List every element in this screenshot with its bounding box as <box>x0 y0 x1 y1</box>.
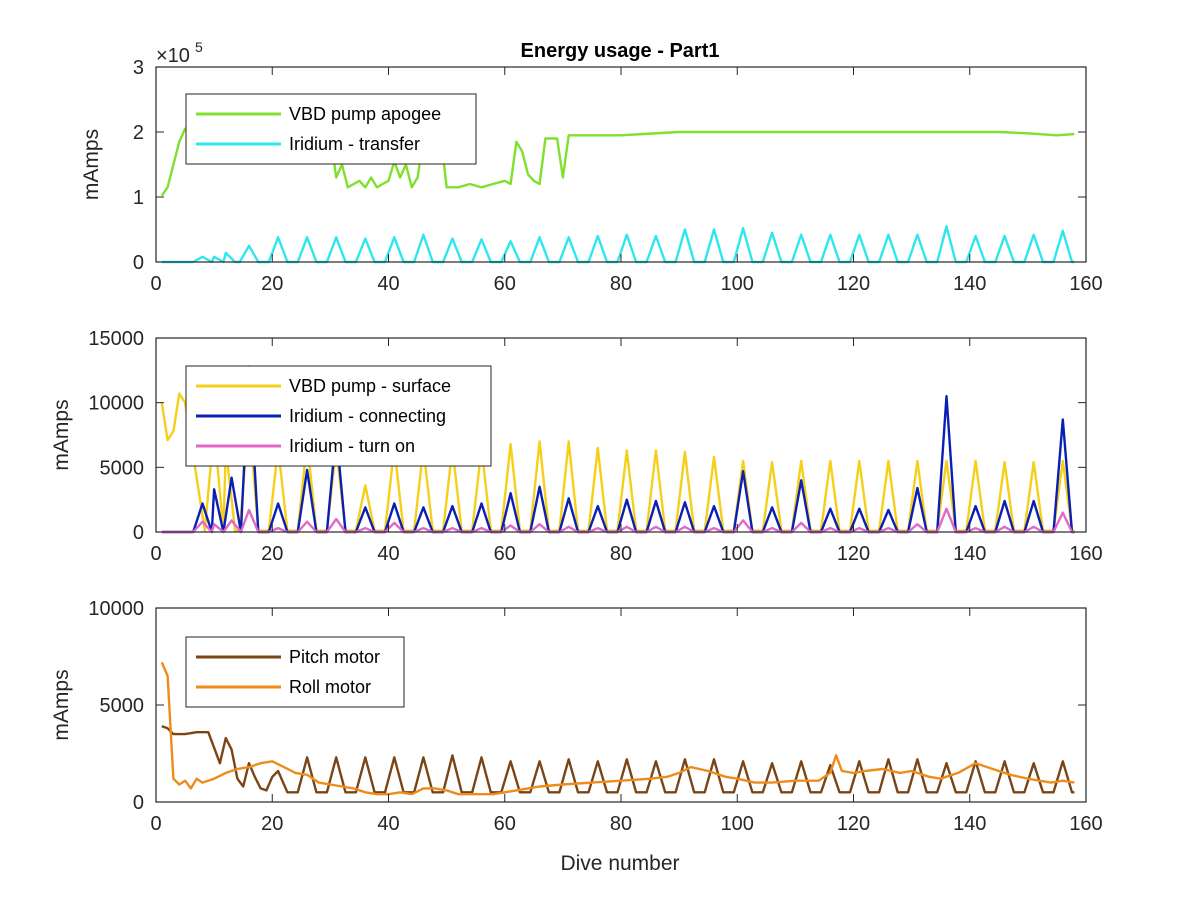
y-tick-label: 0 <box>133 252 144 274</box>
x-tick-label: 120 <box>837 273 870 295</box>
y-exponent-base: ×10 <box>156 45 190 67</box>
y-tick-label: 10000 <box>88 598 144 620</box>
x-tick-label: 40 <box>377 273 399 295</box>
y-tick-label: 1 <box>133 187 144 209</box>
x-tick-label: 60 <box>494 273 516 295</box>
y-exponent-power: 5 <box>195 39 203 55</box>
x-tick-label: 40 <box>377 543 399 565</box>
x-tick-label: 0 <box>150 543 161 565</box>
y-tick-label: 0 <box>133 792 144 814</box>
y-axis-label: mAmps <box>50 399 73 470</box>
x-tick-label: 0 <box>150 273 161 295</box>
x-tick-label: 80 <box>610 813 632 835</box>
x-tick-label: 140 <box>953 273 986 295</box>
chart-panels: mAmps 0 20 40 60 80 100 120 140 160 0 1 2 3 VBD pump a… <box>50 57 1103 835</box>
x-tick-label: 100 <box>721 813 754 835</box>
y-exponent-label: ×10 5 <box>156 39 203 67</box>
chart-panel-3: mAmps 0 20 40 60 80 100 120 140 160 0 5000 10000 Pitc… <box>50 598 1103 835</box>
legend-entry-label: Iridium - connecting <box>289 406 446 426</box>
x-tick-label: 20 <box>261 273 283 295</box>
y-axis-label: mAmps <box>80 129 103 200</box>
x-tick-label: 60 <box>494 543 516 565</box>
legend-entry-label: VBD pump - surface <box>289 376 451 396</box>
series-line-roll-motor <box>160 661 1075 796</box>
x-tick-label: 100 <box>721 273 754 295</box>
legend: Pitch motor Roll motor <box>185 636 405 708</box>
legend-entry-label: Iridium - transfer <box>289 134 420 154</box>
y-tick-label: 0 <box>133 522 144 544</box>
x-axis-label: Dive number <box>560 852 679 875</box>
chart-title: Energy usage - Part1 <box>521 40 720 62</box>
chart-panel-1: mAmps 0 20 40 60 80 100 120 140 160 0 1 2 3 VBD pump a… <box>80 57 1103 295</box>
series-line-pitch-motor <box>161 725 1075 794</box>
y-axis-label: mAmps <box>50 669 73 740</box>
x-tick-label: 80 <box>610 273 632 295</box>
x-tick-label: 160 <box>1069 813 1102 835</box>
x-tick-label: 20 <box>261 813 283 835</box>
legend-box <box>185 636 405 708</box>
series-lines <box>160 661 1075 796</box>
series-line-vbd-pump-apogee <box>160 127 1075 197</box>
x-tick-label: 100 <box>721 543 754 565</box>
x-tick-label: 0 <box>150 813 161 835</box>
x-tick-label: 120 <box>837 813 870 835</box>
x-tick-label: 60 <box>494 813 516 835</box>
legend-entry-label: VBD pump apogee <box>289 104 441 124</box>
x-tick-label: 160 <box>1069 273 1102 295</box>
x-tick-label: 20 <box>261 543 283 565</box>
legend-entry-label: Pitch motor <box>289 647 380 667</box>
y-tick-label: 15000 <box>88 328 144 350</box>
y-tick-label: 3 <box>133 57 144 79</box>
legend-box <box>185 93 477 165</box>
legend: VBD pump apogee Iridium - transfer <box>185 93 477 165</box>
x-tick-label: 40 <box>377 813 399 835</box>
legend-entry-label: Roll motor <box>289 677 371 697</box>
x-tick-label: 160 <box>1069 543 1102 565</box>
legend: VBD pump - surface Iridium - connecting Ir… <box>185 365 492 467</box>
x-tick-label: 80 <box>610 543 632 565</box>
chart-panel-2: mAmps 0 20 40 60 80 100 120 140 160 0 5000 10000 1500… <box>50 328 1103 565</box>
legend-entry-label: Iridium - turn on <box>289 436 415 456</box>
x-tick-label: 120 <box>837 543 870 565</box>
y-tick-label: 2 <box>133 122 144 144</box>
y-tick-label: 10000 <box>88 393 144 415</box>
x-tick-label: 140 <box>953 813 986 835</box>
x-tick-label: 140 <box>953 543 986 565</box>
y-tick-label: 5000 <box>100 457 145 479</box>
y-tick-label: 5000 <box>100 695 145 717</box>
